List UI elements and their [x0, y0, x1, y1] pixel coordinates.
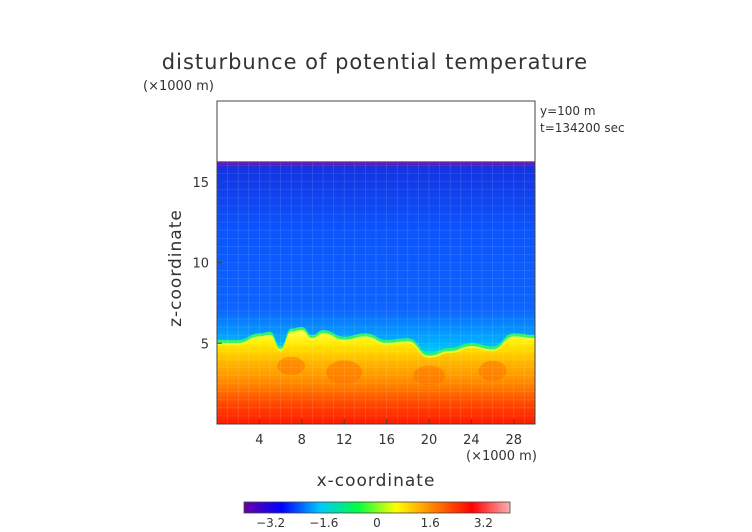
colorbar-tick-label: −3.2	[256, 516, 285, 530]
lower-field-region	[217, 331, 535, 424]
x-tick-label: 28	[506, 433, 523, 448]
upper-gradient-layer	[217, 162, 535, 360]
x-tick-label: 12	[336, 433, 353, 448]
z-axis-label: z-coordinate	[166, 209, 186, 327]
warm-cell-3	[413, 365, 445, 386]
x-unit-label: (×1000 m)	[466, 449, 537, 464]
colorbar-tick-label: 0	[373, 516, 381, 530]
annotation-y: y=100 m	[540, 104, 596, 118]
z-unit-label: (×1000 m)	[143, 79, 214, 94]
colorbar-tick-label: 3.2	[474, 516, 493, 530]
warm-cell-4	[478, 360, 507, 381]
field-heatmap	[217, 161, 535, 424]
colorbar-tick-label: −1.6	[309, 516, 338, 530]
z-tick-label: 5	[201, 337, 209, 352]
x-axis-label: x-coordinate	[317, 471, 436, 491]
x-axis-ticks: 4 8 12 16 20 24 28	[255, 419, 522, 448]
x-tick-label: 8	[298, 433, 306, 448]
warm-cell-1	[326, 360, 363, 385]
chart-title: disturbunce of potential temperature	[162, 50, 588, 74]
z-axis-ticks: 5 10 15	[192, 176, 222, 352]
x-tick-label: 24	[463, 433, 480, 448]
annotation-time: t=134200 sec	[540, 121, 625, 135]
top-edge-strip	[217, 161, 535, 165]
colorbar-tick-label: 1.6	[421, 516, 440, 530]
warm-cell-2	[277, 356, 306, 375]
grid-lines	[217, 162, 535, 424]
x-tick-label: 16	[378, 433, 395, 448]
colorbar-ticks: −3.2 −1.6 0 1.6 3.2	[256, 516, 493, 530]
colorbar	[243, 501, 511, 514]
z-tick-label: 10	[192, 257, 209, 272]
x-tick-label: 20	[421, 433, 438, 448]
x-tick-label: 4	[255, 433, 263, 448]
z-tick-label: 15	[192, 176, 209, 191]
